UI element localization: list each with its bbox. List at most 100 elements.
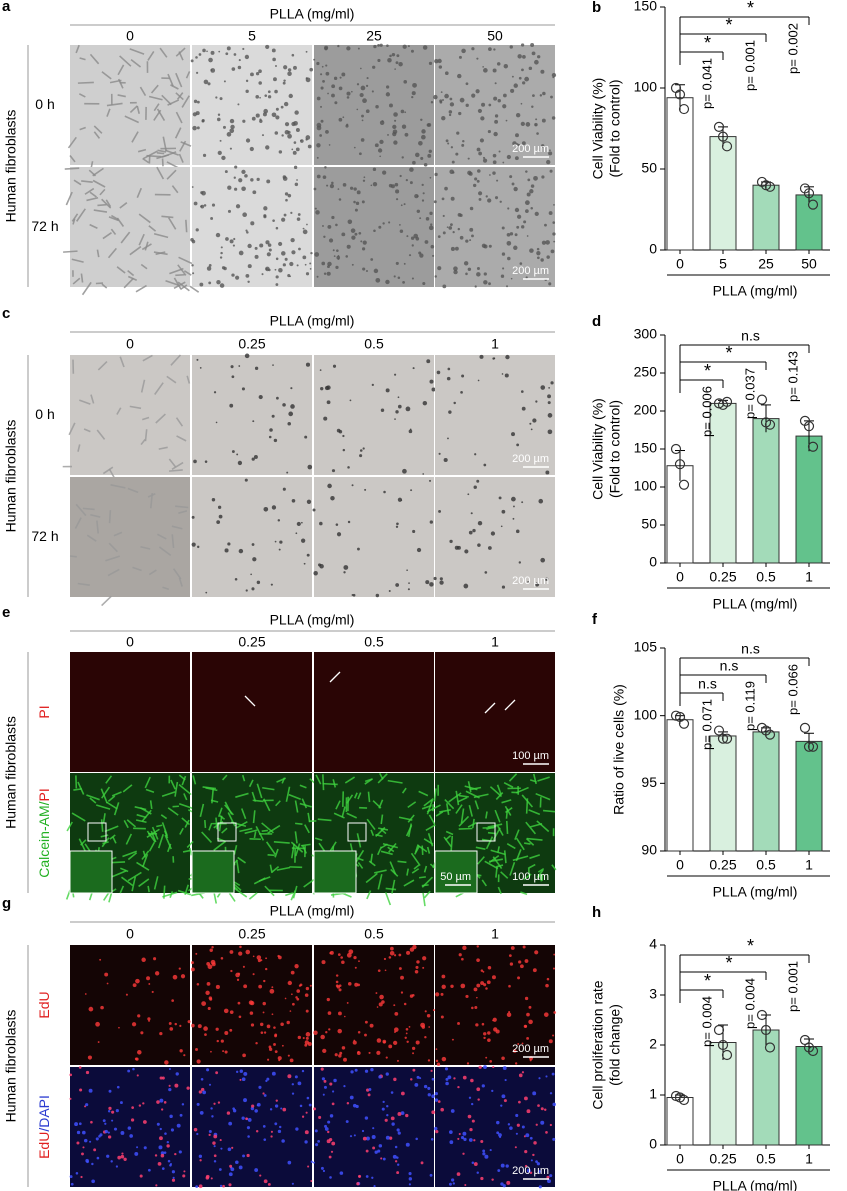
texture — [239, 1078, 242, 1081]
y-axis-label: Cell Viability (%) — [590, 398, 606, 500]
texture — [501, 373, 504, 375]
texture — [356, 83, 360, 86]
texture — [378, 799, 384, 809]
texture — [497, 99, 501, 103]
micrograph — [314, 652, 434, 772]
texture — [89, 223, 98, 230]
texture — [314, 252, 320, 257]
texture — [476, 945, 479, 948]
texture — [277, 1129, 282, 1134]
texture — [328, 238, 334, 243]
texture — [391, 1122, 395, 1126]
texture — [119, 885, 125, 894]
texture — [135, 978, 140, 984]
texture — [69, 154, 76, 163]
texture — [319, 134, 323, 137]
texture — [251, 116, 256, 121]
x-tick-label: 0.25 — [709, 569, 736, 585]
texture — [307, 1042, 312, 1046]
texture — [146, 976, 151, 981]
texture — [302, 1036, 305, 1040]
texture — [390, 946, 394, 951]
texture — [127, 487, 139, 494]
texture — [117, 64, 125, 76]
texture — [242, 1053, 246, 1058]
texture — [276, 866, 291, 871]
texture — [327, 92, 329, 95]
texture — [271, 505, 277, 510]
texture — [217, 807, 223, 818]
texture — [338, 198, 342, 201]
texture — [515, 1113, 519, 1118]
texture — [226, 1111, 231, 1115]
texture — [385, 1135, 390, 1140]
texture — [121, 1152, 124, 1155]
texture — [232, 244, 235, 247]
texture — [406, 1040, 409, 1043]
texture — [179, 1049, 183, 1053]
texture — [482, 156, 486, 159]
texture — [129, 105, 138, 114]
texture — [96, 520, 100, 534]
texture — [511, 496, 516, 502]
texture — [92, 167, 104, 177]
texture — [251, 1104, 255, 1108]
texture — [524, 959, 529, 963]
side-label: Human fibroblasts — [3, 1010, 19, 1123]
texture — [397, 497, 402, 502]
texture — [450, 835, 454, 852]
texture — [238, 951, 243, 956]
texture — [476, 996, 478, 999]
texture — [258, 69, 262, 74]
texture — [528, 1019, 533, 1025]
texture — [492, 357, 495, 360]
texture — [319, 521, 323, 526]
texture — [134, 806, 147, 811]
texture — [293, 120, 298, 126]
texture — [166, 843, 172, 853]
texture — [441, 197, 445, 201]
texture — [351, 90, 353, 93]
texture — [383, 1040, 386, 1044]
texture — [395, 410, 399, 414]
texture — [524, 1096, 528, 1101]
panel-letter: e — [2, 604, 10, 621]
texture — [150, 84, 159, 94]
texture — [253, 877, 266, 885]
texture — [131, 1106, 134, 1109]
texture — [294, 182, 299, 187]
texture — [429, 379, 434, 384]
texture — [508, 954, 512, 958]
texture — [400, 975, 404, 980]
texture — [496, 825, 504, 836]
texture — [394, 119, 397, 122]
texture — [462, 945, 467, 951]
texture — [175, 92, 184, 101]
texture — [407, 588, 410, 591]
texture — [169, 891, 174, 898]
texture — [349, 1095, 354, 1100]
texture — [481, 1084, 485, 1088]
y-axis-label: Cell Viability (%) — [590, 78, 606, 180]
texture — [242, 212, 248, 218]
texture — [265, 967, 268, 971]
texture — [532, 1153, 535, 1157]
micrograph — [435, 477, 555, 597]
texture — [235, 204, 241, 209]
texture — [411, 277, 414, 280]
column-label: 0.25 — [238, 634, 265, 650]
texture — [512, 1049, 517, 1053]
texture — [122, 784, 133, 793]
texture — [117, 94, 126, 98]
replicate-point — [799, 722, 811, 733]
texture — [238, 178, 243, 183]
x-axis-label: PLLA (mg/ml) — [713, 1178, 798, 1191]
texture — [158, 1145, 163, 1150]
texture — [198, 892, 204, 899]
texture — [234, 187, 238, 191]
texture — [397, 396, 400, 399]
texture — [331, 215, 335, 220]
bar — [666, 1097, 694, 1146]
texture — [402, 468, 407, 474]
texture — [137, 1014, 141, 1018]
